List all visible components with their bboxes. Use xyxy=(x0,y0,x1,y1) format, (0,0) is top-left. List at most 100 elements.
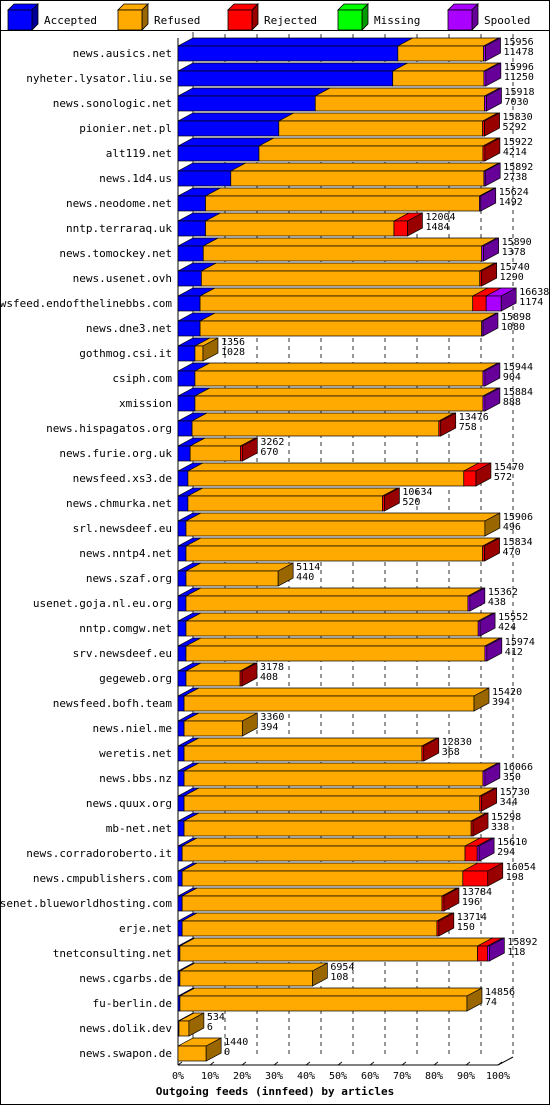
row-label: weretis.net xyxy=(99,747,172,760)
bar-segment-refused-top xyxy=(278,112,498,122)
row-label: news.cgarbs.de xyxy=(79,972,172,985)
bar-end-face xyxy=(484,112,500,137)
row-accepted: 11250 xyxy=(504,72,534,83)
row-label: news.dolik.dev xyxy=(79,1022,172,1035)
row-accepted: 888 xyxy=(503,397,521,408)
row-accepted: 368 xyxy=(442,747,460,758)
bar-segment-accepted xyxy=(177,320,201,337)
x-tick-label: 30% xyxy=(265,1071,283,1082)
bar-segment-refused-top xyxy=(181,862,478,872)
bar-segment-accepted xyxy=(177,845,183,862)
row-total: 15922 xyxy=(503,137,533,148)
row-accepted: 350 xyxy=(503,772,521,783)
bar-segment-refused xyxy=(179,995,468,1012)
bar-segment-accepted xyxy=(177,820,185,837)
bar-segment-refused-top xyxy=(179,962,328,972)
x-axis-label: Outgoing feeds (innfeed) by articles xyxy=(156,1085,394,1098)
row-accepted: 294 xyxy=(497,847,515,858)
row-label: gothmog.csi.it xyxy=(79,347,172,360)
row-accepted: 758 xyxy=(459,422,477,433)
bar-segment-accepted xyxy=(177,245,204,262)
row-label: erje.net xyxy=(119,922,172,935)
bar-segment-refused-top xyxy=(201,262,495,272)
legend: Accepted Refused Rejected Missing Spooled xyxy=(0,3,550,31)
bar-segment-refused-top xyxy=(183,787,495,797)
bar-end-face xyxy=(478,837,495,862)
row-label: gegeweb.org xyxy=(99,672,172,685)
bar-segment-accepted xyxy=(177,470,189,487)
row-total: 6954 xyxy=(330,962,354,973)
bar-segment-accepted xyxy=(177,270,202,287)
row-label: newsfeed.endofthelinebbs.com xyxy=(0,297,172,310)
legend-label: Accepted xyxy=(44,14,97,27)
bar-segment-refused-top xyxy=(258,137,499,147)
bar-segment-accepted xyxy=(177,620,187,637)
bar-segment-rejected xyxy=(462,870,489,887)
bar-segment-accepted-top xyxy=(177,37,414,47)
row-accepted: 394 xyxy=(260,722,278,733)
bar-end-face xyxy=(205,1037,222,1062)
bar-segment-refused xyxy=(185,670,241,687)
bar-segment-rejected xyxy=(477,945,488,962)
bar-end-face xyxy=(489,937,505,962)
bar-segment-rejected xyxy=(472,295,487,312)
row-accepted: 338 xyxy=(491,822,509,833)
bar-segment-refused xyxy=(191,420,440,437)
x-tick xyxy=(433,1061,439,1066)
row-total: 15906 xyxy=(503,512,533,523)
row-label: news.usenet.ovh xyxy=(73,272,172,285)
row-total: 15974 xyxy=(505,637,535,648)
row-accepted: 670 xyxy=(260,447,278,458)
bar-end-face xyxy=(241,437,258,462)
bar-segment-accepted xyxy=(177,595,187,612)
legend-label: Rejected xyxy=(264,14,317,27)
bar-segment-accepted xyxy=(177,520,187,537)
bar-segment-accepted xyxy=(177,795,185,812)
bar-segment-refused-top xyxy=(185,537,498,547)
row-accepted: 520 xyxy=(402,497,420,508)
row-label: news.sonologic.net xyxy=(53,97,172,110)
bar-end-face xyxy=(484,162,501,187)
bar-segment-refused xyxy=(199,295,474,312)
row-label: news.bbs.nz xyxy=(99,772,172,785)
row-accepted: 198 xyxy=(506,872,524,883)
row-total: 13714 xyxy=(457,912,487,923)
bar-segment-refused-top xyxy=(183,812,487,822)
bar-segment-refused xyxy=(194,370,484,387)
x-tick-label: 50% xyxy=(329,1071,347,1082)
bar-end-face xyxy=(486,637,503,662)
row-label: news.dne3.net xyxy=(86,322,172,335)
row-total: 3178 xyxy=(260,662,284,673)
row-accepted: 7030 xyxy=(504,97,528,108)
bar-end-face xyxy=(202,337,219,362)
bar-segment-refused xyxy=(179,970,313,987)
bar-end-face xyxy=(484,387,501,412)
row-total: 15892 xyxy=(503,162,533,173)
bar-segment-accepted xyxy=(177,170,232,187)
bar-segment-refused xyxy=(181,845,466,862)
bar-segment-refused xyxy=(183,745,423,762)
bar-segment-refused-top xyxy=(185,587,484,597)
legend-item-refused: Refused xyxy=(117,3,200,31)
bar-segment-spooled xyxy=(485,295,502,312)
bar-segment-refused xyxy=(183,720,243,737)
row-accepted: 412 xyxy=(505,647,523,658)
bar-segment-accepted xyxy=(177,120,280,137)
bar-end-face xyxy=(443,887,460,912)
bar-end-face xyxy=(500,287,517,312)
legend-swatch xyxy=(7,9,33,31)
